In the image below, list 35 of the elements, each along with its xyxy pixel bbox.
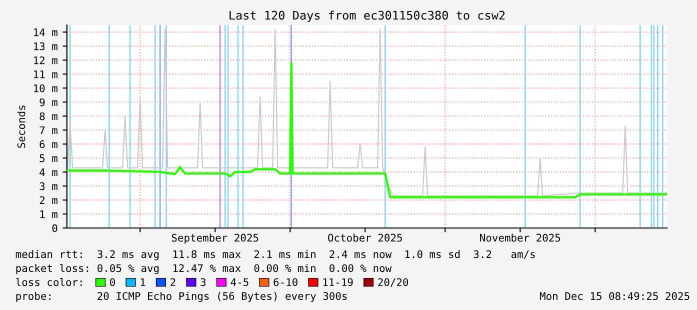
legend-label: 20/20: [378, 278, 408, 287]
text: median rtt: 3.2 ms avg 11.8 ms max 2.1 ms min 2.4 ms now 1.0 ms sd 3.2 am/s: [16, 250, 535, 260]
y-axis-title: Seconds: [17, 106, 26, 148]
y-tick-label: 0: [52, 224, 58, 232]
y-tick-label: 11 m: [34, 70, 58, 78]
legend-label: 6-10: [274, 278, 298, 286]
y-tick-label: 1 m: [40, 210, 58, 218]
chart-title: Last 120 Days from ec301150c380 to csw2: [230, 10, 505, 22]
legend-label: 3: [200, 278, 206, 286]
y-tick-label: 6 m: [40, 140, 58, 148]
legend-label: 0: [110, 278, 115, 286]
y-tick-label: 7 m: [40, 126, 58, 134]
legend-label: 2: [170, 278, 176, 286]
y-tick-label: 14 m: [34, 28, 58, 36]
y-tick-label: 8 m: [40, 112, 58, 120]
x-tick-label: September 2025: [172, 234, 258, 244]
legend-label: 4-5: [230, 278, 248, 286]
legend-label: 11-19: [323, 278, 353, 286]
y-tick-label: 9 m: [40, 98, 58, 106]
y-tick-label: 2 m: [40, 196, 58, 204]
line-series: [67, 28, 668, 196]
y-tick-label: 10 m: [34, 84, 58, 92]
legend-label: 1: [140, 278, 146, 286]
text: probe: 20 ICMP Echo Pings (56 Bytes) every 300s: [16, 292, 347, 302]
y-tick-label: 4 m: [40, 168, 58, 176]
y-tick-label: 5 m: [40, 154, 58, 162]
x-tick-label: October 2025: [328, 234, 402, 242]
legend-title: loss color:: [16, 278, 82, 286]
y-tick-label: 13 m: [34, 42, 58, 50]
x-tick-label: November 2025: [480, 234, 560, 242]
y-tick-label: 12 m: [34, 56, 58, 64]
text: packet loss: 0.05 % avg 12.47 % max 0.00 % min 0.00 % now: [16, 264, 392, 274]
text: Mon Dec 15 08:49:25 2025: [540, 292, 690, 300]
y-tick-label: 3 m: [40, 182, 58, 190]
line-series: [66, 62, 668, 198]
